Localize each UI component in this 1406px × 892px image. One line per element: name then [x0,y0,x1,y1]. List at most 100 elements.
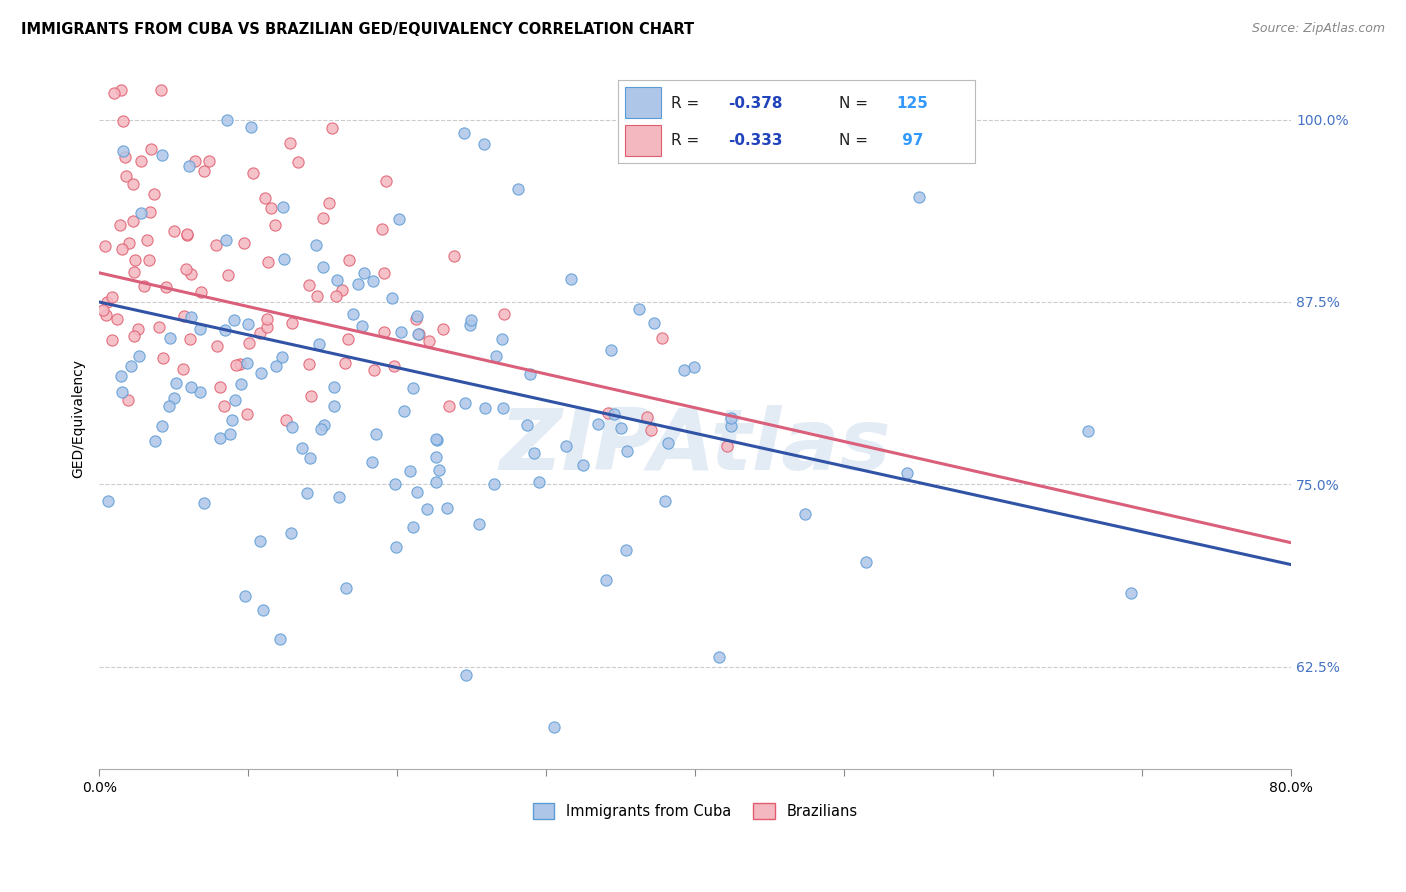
Point [312,211,335,225]
Point [179,159,201,173]
Point [101,333,124,347]
Point [683,359,706,374]
Point [280,525,302,540]
Point [305,238,328,252]
Point [373,266,395,280]
Point [299,451,322,466]
Point [124,253,146,268]
Point [134,279,156,293]
Point [443,249,465,263]
Point [173,310,195,324]
Point [157,399,180,413]
Point [325,273,347,287]
Point [105,312,128,326]
Point [127,322,149,336]
Point [271,200,294,214]
Point [437,399,460,413]
Point [148,319,170,334]
Point [425,475,447,490]
Point [337,253,360,268]
Point [111,385,134,400]
Point [225,358,247,372]
Y-axis label: GED/Equivalency: GED/Equivalency [72,359,86,478]
Point [229,357,252,371]
Point [328,490,350,504]
Point [155,279,177,293]
Point [172,361,194,376]
Point [180,310,202,324]
Point [381,291,404,305]
Point [135,233,157,247]
Point [330,283,353,297]
Point [217,112,239,127]
Point [342,306,364,320]
Point [720,419,742,434]
Point [93,239,115,253]
Point [654,493,676,508]
Point [110,369,132,384]
Point [274,413,297,427]
Point [309,422,332,436]
Point [94,309,117,323]
Point [110,83,132,97]
Point [716,439,738,453]
Point [418,334,440,349]
Point [205,237,228,252]
Point [209,380,232,394]
Point [298,278,321,293]
Point [318,196,340,211]
Point [432,322,454,336]
Point [238,336,260,351]
Point [657,435,679,450]
Point [472,137,495,152]
Point [482,476,505,491]
Point [120,359,142,374]
Point [159,331,181,345]
Point [233,589,256,603]
Point [142,186,165,201]
Point [720,411,742,425]
Point [152,351,174,365]
Point [249,326,271,340]
Point [468,516,491,531]
Point [314,418,336,433]
Point [193,496,215,510]
Point [492,401,515,416]
Point [374,174,396,188]
Point [114,150,136,164]
Point [335,356,357,370]
Point [256,255,278,269]
Point [224,313,246,327]
Point [794,507,817,521]
Point [627,301,650,316]
Point [373,325,395,339]
Point [408,326,430,341]
Point [308,336,330,351]
Point [256,311,278,326]
Point [273,252,295,266]
Point [184,154,207,169]
Point [190,385,212,400]
Point [150,83,173,97]
Point [554,440,576,454]
Point [337,332,360,346]
Point [236,356,259,370]
Point [572,458,595,472]
Point [214,399,236,413]
Point [335,581,357,595]
Point [529,475,551,489]
Point [139,142,162,156]
Point [384,477,406,491]
Point [103,86,125,100]
Point [138,252,160,267]
Point [129,153,152,168]
Point [128,349,150,363]
Point [323,399,346,413]
Point [560,272,582,286]
Point [401,381,423,395]
Point [278,136,301,150]
Point [427,462,450,476]
Point [295,486,318,500]
Point [129,206,152,220]
Point [506,181,529,195]
